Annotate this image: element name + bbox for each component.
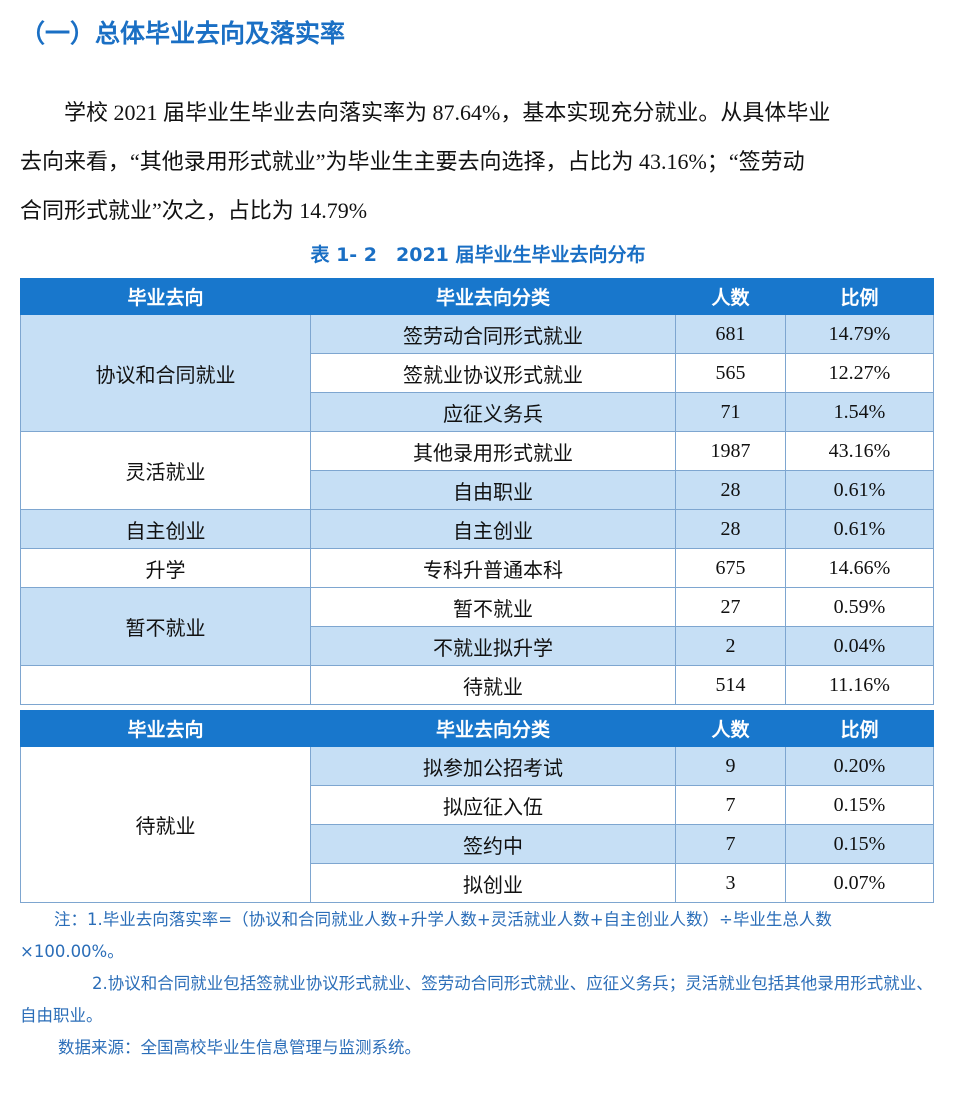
header-cell: 比例 (785, 278, 934, 315)
count-cell: 675 (675, 548, 786, 588)
table-caption: 表 1- 2 2021 届毕业生毕业去向分布 (310, 244, 646, 266)
percent-cell: 1.54% (785, 392, 934, 432)
percent-cell: 0.61% (785, 509, 934, 549)
table-row: 暂不就业 暂不就业 27 0.59% (20, 587, 934, 666)
subcategory-cell: 签约中 (310, 824, 676, 864)
header-cell: 比例 (785, 710, 934, 747)
count-cell: 2 (675, 626, 786, 666)
group-cell: 升学 (20, 548, 311, 588)
paragraph-line: 合同形式就业”次之，占比为 14.79% (20, 198, 368, 223)
table-row: 签就业协议形式就业 565 12.27% (21, 353, 934, 393)
count-cell: 7 (675, 785, 786, 825)
table-row: 待就业 514 11.16% (20, 665, 934, 705)
subcategory-cell: 其他录用形式就业 (310, 431, 676, 471)
percent-cell: 0.07% (785, 863, 934, 903)
header-row: 毕业去向 毕业去向分类 人数 比例 (20, 710, 934, 747)
section-heading: （一）总体毕业去向及落实率 (20, 19, 346, 48)
subcategory-cell: 专科升普通本科 (310, 548, 676, 588)
header-cell: 毕业去向 (20, 710, 311, 747)
table-row: 灵活就业 其他录用形式就业 1987 43.16% (20, 431, 934, 510)
count-cell: 71 (675, 392, 786, 432)
group-cell: 协议和合同就业 (20, 314, 311, 432)
table-row: 拟应征入伍 7 0.15% (21, 785, 934, 825)
group-cell: 待就业 (20, 746, 311, 903)
count-cell: 9 (675, 746, 786, 786)
notes: 注：1.毕业去向落实率=（协议和合同就业人数+升学人数+灵活就业人数+自主创业人… (20, 904, 935, 1064)
count-cell: 514 (675, 665, 786, 705)
subcategory-cell: 不就业拟升学 (310, 626, 676, 666)
percent-cell: 12.27% (785, 353, 934, 393)
percent-cell: 0.15% (785, 824, 934, 864)
table: 毕业去向 毕业去向分类 人数 比例 协议和合同就业 签劳动合同形式就业 681 14.79% 签… (20, 278, 934, 705)
percent-cell: 11.16% (785, 665, 934, 705)
paragraph-line: 去向来看，“其他录用形式就业”为毕业生主要去向选择，占比为 43.16%；“签劳… (20, 149, 805, 174)
subcategory-cell: 签劳动合同形式就业 (310, 314, 676, 354)
percent-cell: 14.66% (785, 548, 934, 588)
header-cell: 毕业去向分类 (310, 710, 676, 747)
subcategory-cell: 拟创业 (310, 863, 676, 903)
header-cell: 人数 (675, 278, 786, 315)
subcategory-cell: 暂不就业 (310, 587, 676, 627)
header-cell: 毕业去向分类 (310, 278, 676, 315)
subcategory-cell: 签就业协议形式就业 (310, 353, 676, 393)
percent-cell: 0.20% (785, 746, 934, 786)
paragraph-line: 学校 2021 届毕业生毕业去向落实率为 87.64%，基本实现充分就业。从具体… (64, 100, 831, 125)
count-cell: 1987 (675, 431, 786, 471)
percent-cell: 0.15% (785, 785, 934, 825)
paragraph: 学校 2021 届毕业生毕业去向落实率为 87.64%，基本实现充分就业。从具体… (20, 88, 935, 235)
table-row: 应征义务兵 71 1.54% (21, 392, 934, 432)
table-row: 拟创业 3 0.07% (21, 863, 934, 903)
count-cell: 27 (675, 587, 786, 627)
table-row: 签约中 7 0.15% (21, 824, 934, 864)
table-row: 自主创业 自主创业 28 0.61% (20, 509, 934, 549)
count-cell: 28 (675, 470, 786, 510)
subcategory-cell: 待就业 (310, 665, 676, 705)
group-cell: 暂不就业 (20, 587, 311, 666)
count-cell: 681 (675, 314, 786, 354)
table-row: 待就业 拟参加公招考试 9 0.20% (20, 746, 934, 903)
count-cell: 28 (675, 509, 786, 549)
header-cell: 毕业去向 (20, 278, 311, 315)
table-row: 协议和合同就业 签劳动合同形式就业 681 14.79% (20, 314, 934, 432)
percent-cell: 0.04% (785, 626, 934, 666)
group-cell: 自主创业 (20, 509, 311, 549)
subcategory-cell: 拟应征入伍 (310, 785, 676, 825)
table-row: 自由职业 28 0.61% (21, 470, 934, 510)
note: 数据来源：全国高校毕业生信息管理与监测系统。 (58, 1038, 421, 1057)
header-cell: 人数 (675, 710, 786, 747)
subcategory-cell: 自由职业 (310, 470, 676, 510)
subcategory-cell: 拟参加公招考试 (310, 746, 676, 786)
subcategory-cell: 自主创业 (310, 509, 676, 549)
table-row: 不就业拟升学 2 0.04% (21, 626, 934, 666)
percent-cell: 0.59% (785, 587, 934, 627)
count-cell: 3 (675, 863, 786, 903)
count-cell: 565 (675, 353, 786, 393)
note: 注：1.毕业去向落实率=（协议和合同就业人数+升学人数+灵活就业人数+自主创业人… (20, 910, 832, 961)
note: 2.协议和合同就业包括签就业协议形式就业、签劳动合同形式就业、应征义务兵；灵活就… (20, 974, 933, 1025)
group-cell (20, 665, 311, 705)
group-cell: 灵活就业 (20, 431, 311, 510)
table: 毕业去向 毕业去向分类 人数 比例 待就业 拟参加公招考试 9 0.20% 拟应征入伍 7 0.15… (20, 710, 934, 903)
subcategory-cell: 应征义务兵 (310, 392, 676, 432)
table-row: 升学 专科升普通本科 675 14.66% (20, 548, 934, 588)
count-cell: 7 (675, 824, 786, 864)
percent-cell: 43.16% (785, 431, 934, 471)
percent-cell: 0.61% (785, 470, 934, 510)
header-row: 毕业去向 毕业去向分类 人数 比例 (20, 278, 934, 315)
percent-cell: 14.79% (785, 314, 934, 354)
